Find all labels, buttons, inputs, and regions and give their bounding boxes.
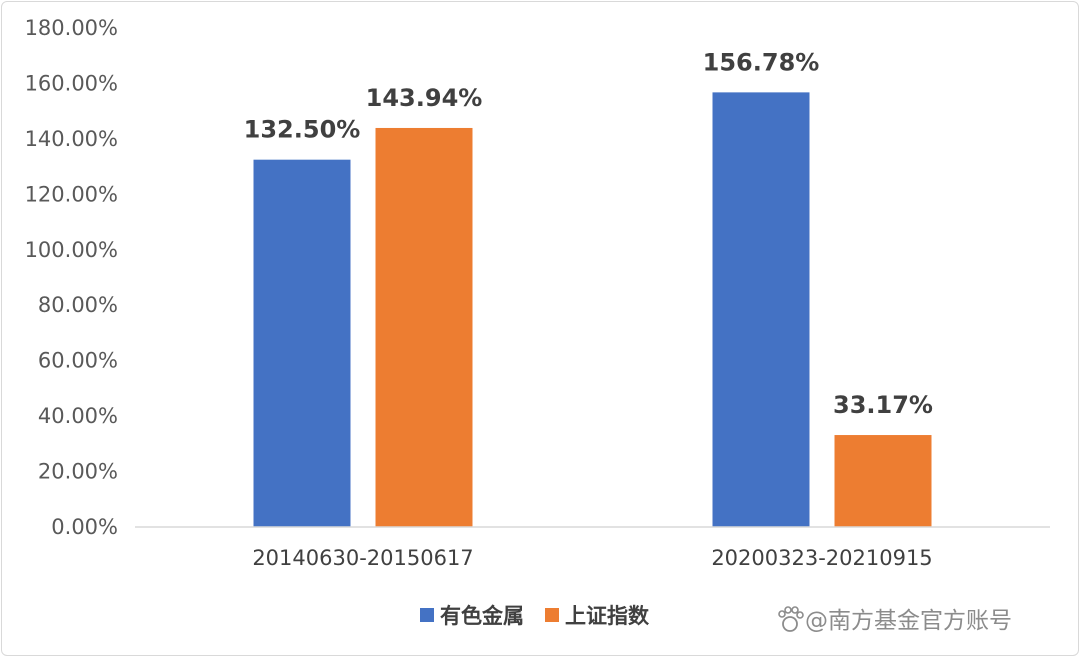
legend: 有色金属 上证指数: [420, 604, 650, 628]
legend-swatch: [545, 608, 559, 622]
data-label: 33.17%: [833, 391, 933, 419]
x-tick-label: 20140630-20150617: [252, 546, 473, 570]
y-tick-label: 60.00%: [38, 349, 118, 373]
data-label: 132.50%: [244, 116, 361, 144]
legend-label: 有色金属: [440, 604, 524, 628]
bar-nonferrous-metals: [712, 92, 810, 527]
bar-nonferrous-metals: [253, 159, 351, 528]
y-tick-label: 140.00%: [25, 127, 118, 151]
y-tick-label: 100.00%: [25, 238, 118, 262]
x-tick-label: 20200323-20210915: [711, 546, 932, 570]
bar-shanghai-index: [834, 435, 932, 527]
y-tick-label: 180.00%: [25, 16, 118, 40]
y-tick-label: 160.00%: [25, 71, 118, 95]
y-tick-label: 40.00%: [38, 404, 118, 428]
bar-shanghai-index: [375, 127, 473, 527]
bars: 132.50% 156.78% 143.94% 33.17%: [244, 48, 933, 528]
legend-swatch: [420, 608, 434, 622]
paw-icon: [778, 606, 804, 632]
data-label: 143.94%: [366, 84, 483, 112]
y-tick-label: 120.00%: [25, 182, 118, 206]
data-label: 156.78%: [703, 48, 820, 76]
y-tick-label: 20.00%: [38, 460, 118, 484]
y-tick-label: 0.00%: [51, 515, 118, 539]
watermark-text: @南方基金官方账号: [805, 608, 1012, 634]
watermark: @南方基金官方账号: [778, 606, 1012, 634]
legend-label: 上证指数: [565, 604, 650, 628]
y-axis: 0.00% 20.00% 40.00% 60.00% 80.00% 100.00% 120.…: [25, 16, 118, 539]
y-tick-label: 80.00%: [38, 293, 118, 317]
x-axis: 20140630-20150617 20200323-20210915: [135, 526, 1050, 570]
